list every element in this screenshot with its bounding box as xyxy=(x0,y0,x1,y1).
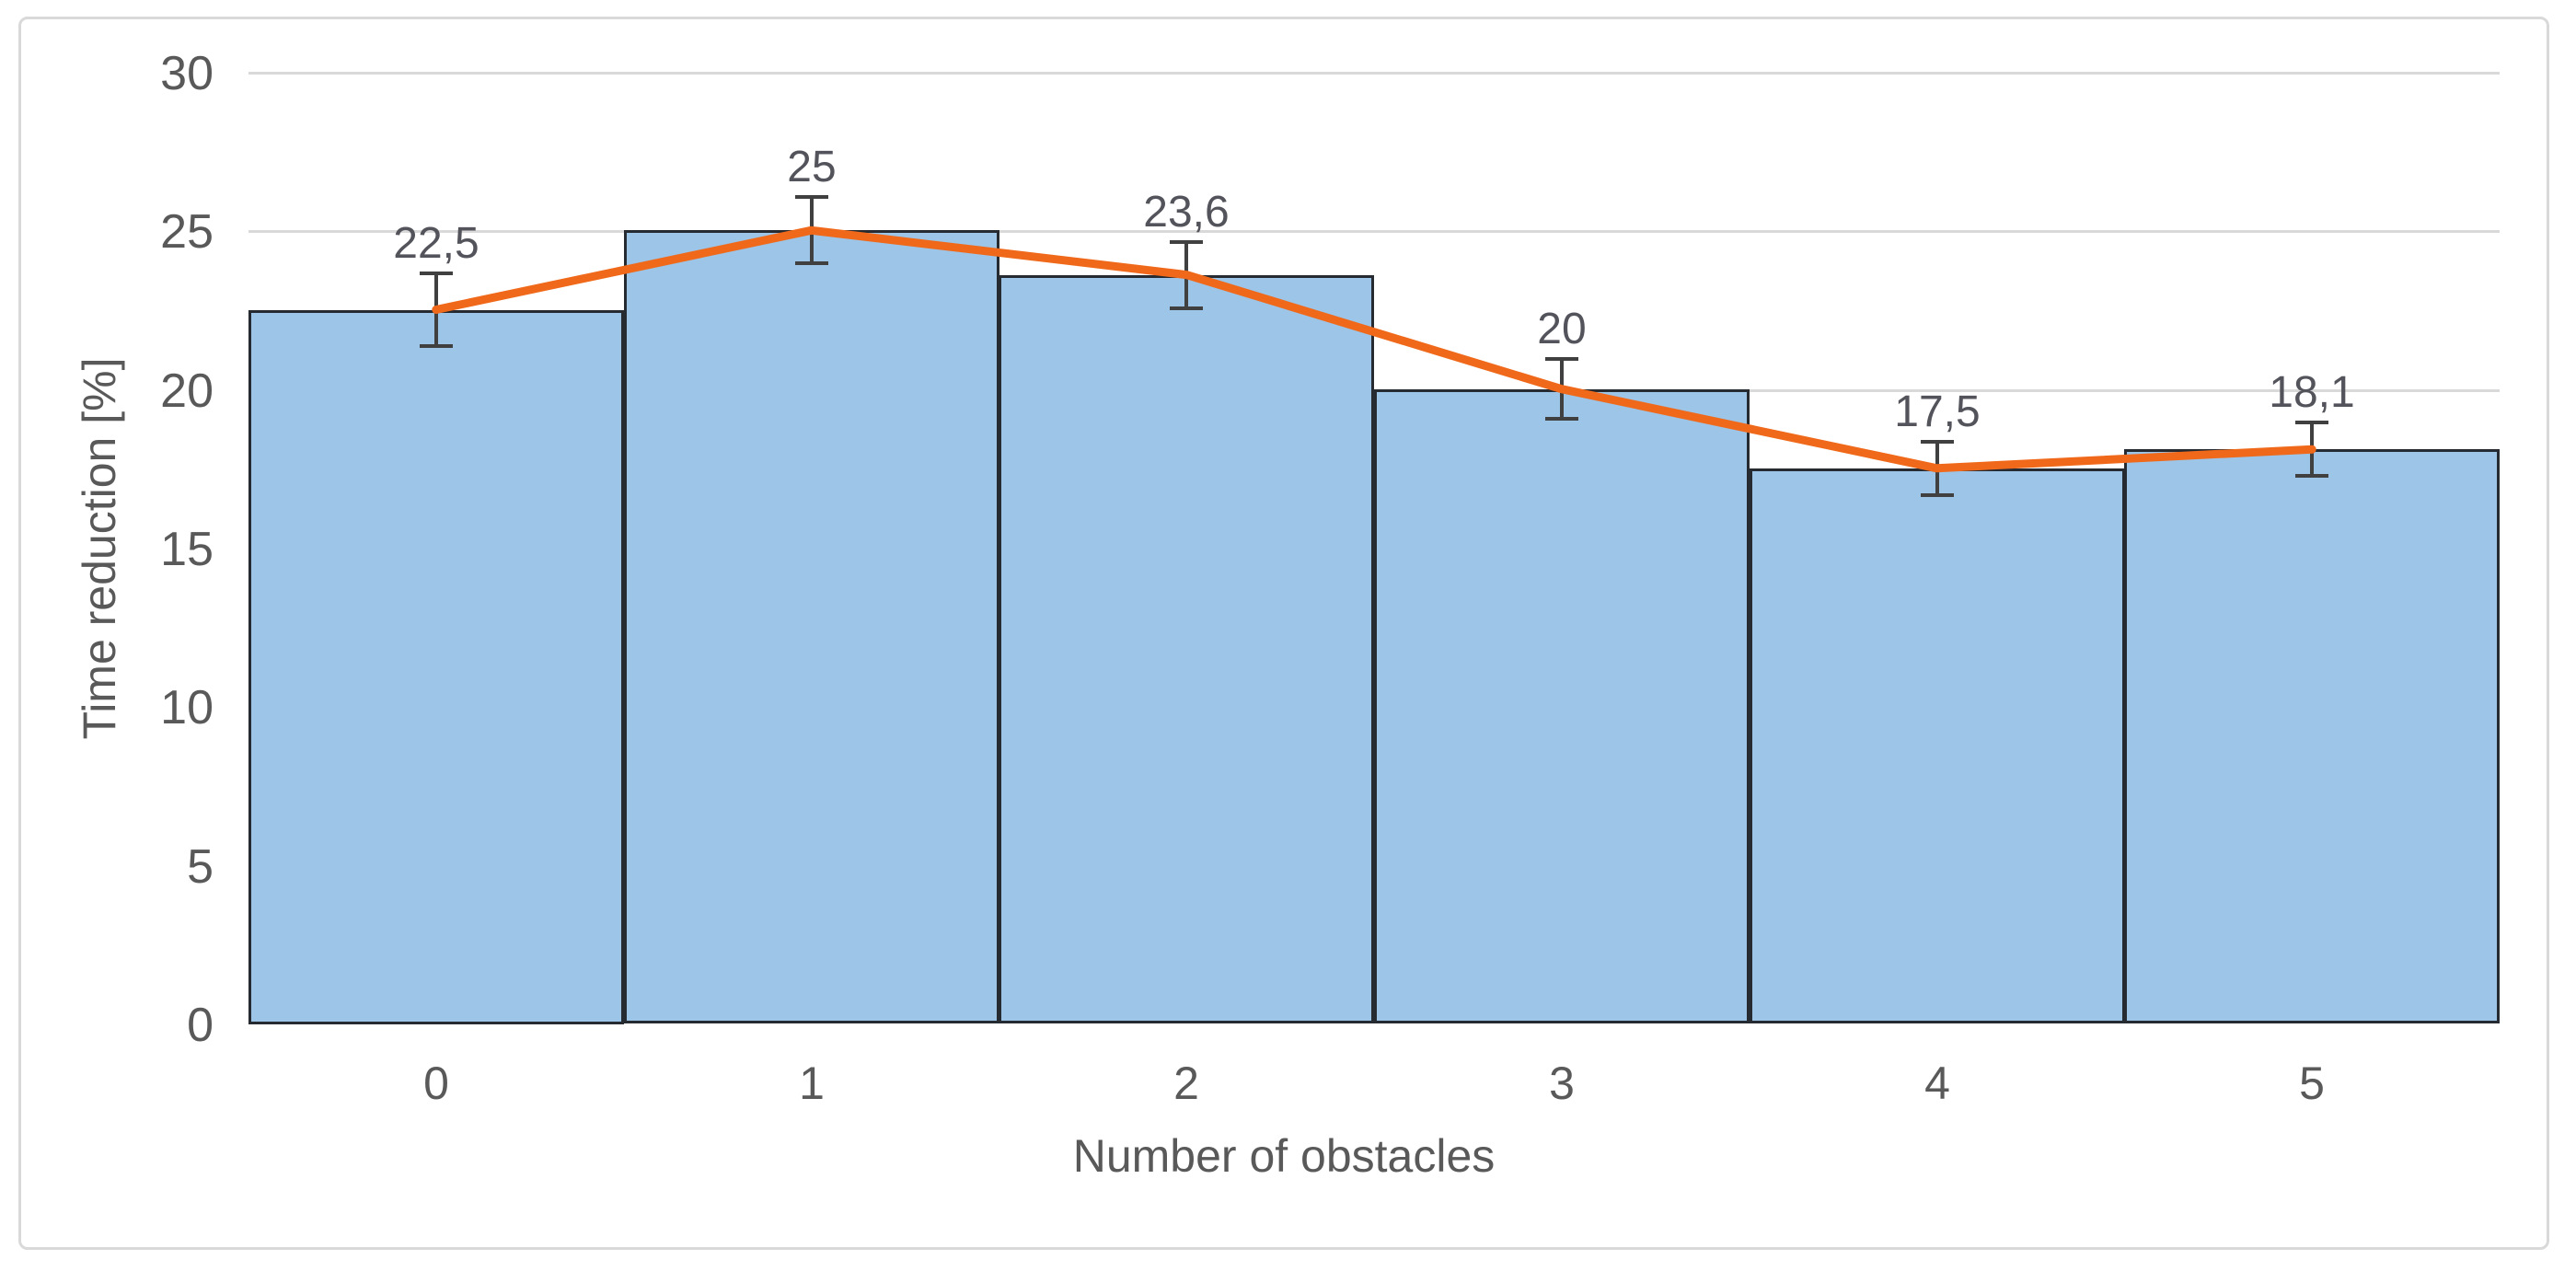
data-label: 22,5 xyxy=(393,219,479,268)
error-bar-bottom-cap xyxy=(1921,493,1954,497)
error-bar-top-cap xyxy=(1170,240,1203,244)
error-bar-top-cap xyxy=(1921,440,1954,444)
gridline-25 xyxy=(248,230,2500,233)
y-tick-label: 30 xyxy=(160,47,214,100)
error-bar-top-cap xyxy=(795,195,828,199)
y-tick-label: 15 xyxy=(160,523,214,576)
x-tick-label: 0 xyxy=(423,1058,449,1109)
bar-0 xyxy=(248,310,624,1024)
data-label: 18,1 xyxy=(2269,368,2355,417)
bar-3 xyxy=(1374,389,1750,1023)
error-bar-top-cap xyxy=(1545,357,1578,361)
y-tick-label: 5 xyxy=(187,840,214,894)
error-bar-bottom-cap xyxy=(2295,474,2328,478)
error-bar-top-cap xyxy=(420,272,453,275)
error-bar-top-cap xyxy=(2295,421,2328,424)
x-tick-label: 5 xyxy=(2299,1058,2325,1109)
error-bar-bottom-cap xyxy=(795,261,828,265)
trend-line-path xyxy=(432,225,2316,473)
data-label: 23,6 xyxy=(1143,188,1230,237)
error-bar-bottom-cap xyxy=(420,344,453,348)
x-tick-label: 2 xyxy=(1173,1058,1199,1109)
y-tick-label: 20 xyxy=(160,364,214,418)
data-label: 20 xyxy=(1537,305,1587,353)
y-tick-label: 25 xyxy=(160,205,214,259)
data-label: 25 xyxy=(787,143,837,191)
gridline-30 xyxy=(248,72,2500,75)
y-tick-label: 0 xyxy=(187,999,214,1052)
error-bar-bottom-cap xyxy=(1170,306,1203,310)
x-tick-label: 3 xyxy=(1549,1058,1575,1109)
y-axis-title: Time reduction [%] xyxy=(74,357,125,740)
x-tick-label: 4 xyxy=(1924,1058,1950,1109)
x-tick-label: 1 xyxy=(799,1058,825,1109)
bar-2 xyxy=(999,275,1374,1023)
y-tick-label: 10 xyxy=(160,681,214,734)
bar-4 xyxy=(1750,468,2125,1023)
data-label: 17,5 xyxy=(1894,387,1981,436)
x-axis-title: Number of obstacles xyxy=(1072,1130,1496,1182)
bar-5 xyxy=(2124,449,2500,1023)
error-bar-bottom-cap xyxy=(1545,417,1578,421)
